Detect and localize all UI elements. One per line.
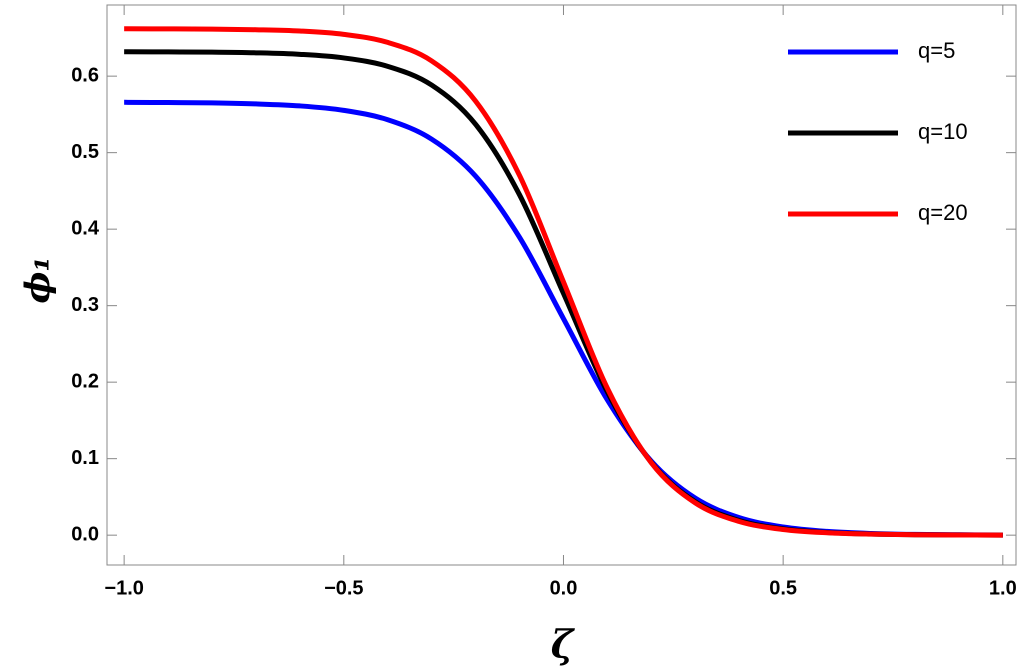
x-tick-label: −0.5 (324, 577, 363, 599)
y-tick-label: 0.2 (71, 370, 99, 392)
x-tick-label: 0.0 (550, 577, 578, 599)
legend-label: q=10 (918, 119, 968, 144)
legend-label: q=5 (918, 38, 955, 63)
series-line (124, 99, 1003, 538)
y-tick-label: 0.0 (71, 523, 99, 545)
y-tick-label: 0.1 (71, 447, 99, 469)
series-line (124, 49, 1003, 538)
x-tick-label: 1.0 (989, 577, 1017, 599)
x-tick-label: −1.0 (104, 577, 143, 599)
y-tick-label: 0.4 (71, 217, 100, 239)
plot-frame (106, 4, 1017, 566)
legend-label: q=20 (918, 200, 968, 225)
y-tick-label: 0.5 (71, 141, 99, 163)
series-line (124, 26, 1003, 538)
x-tick-label: 0.5 (769, 577, 797, 599)
x-axis-label: ζ (551, 622, 576, 667)
y-axis-label: ϕ₁ (18, 257, 58, 304)
y-tick-label: 0.6 (71, 64, 99, 86)
y-tick-label: 0.3 (71, 294, 99, 316)
